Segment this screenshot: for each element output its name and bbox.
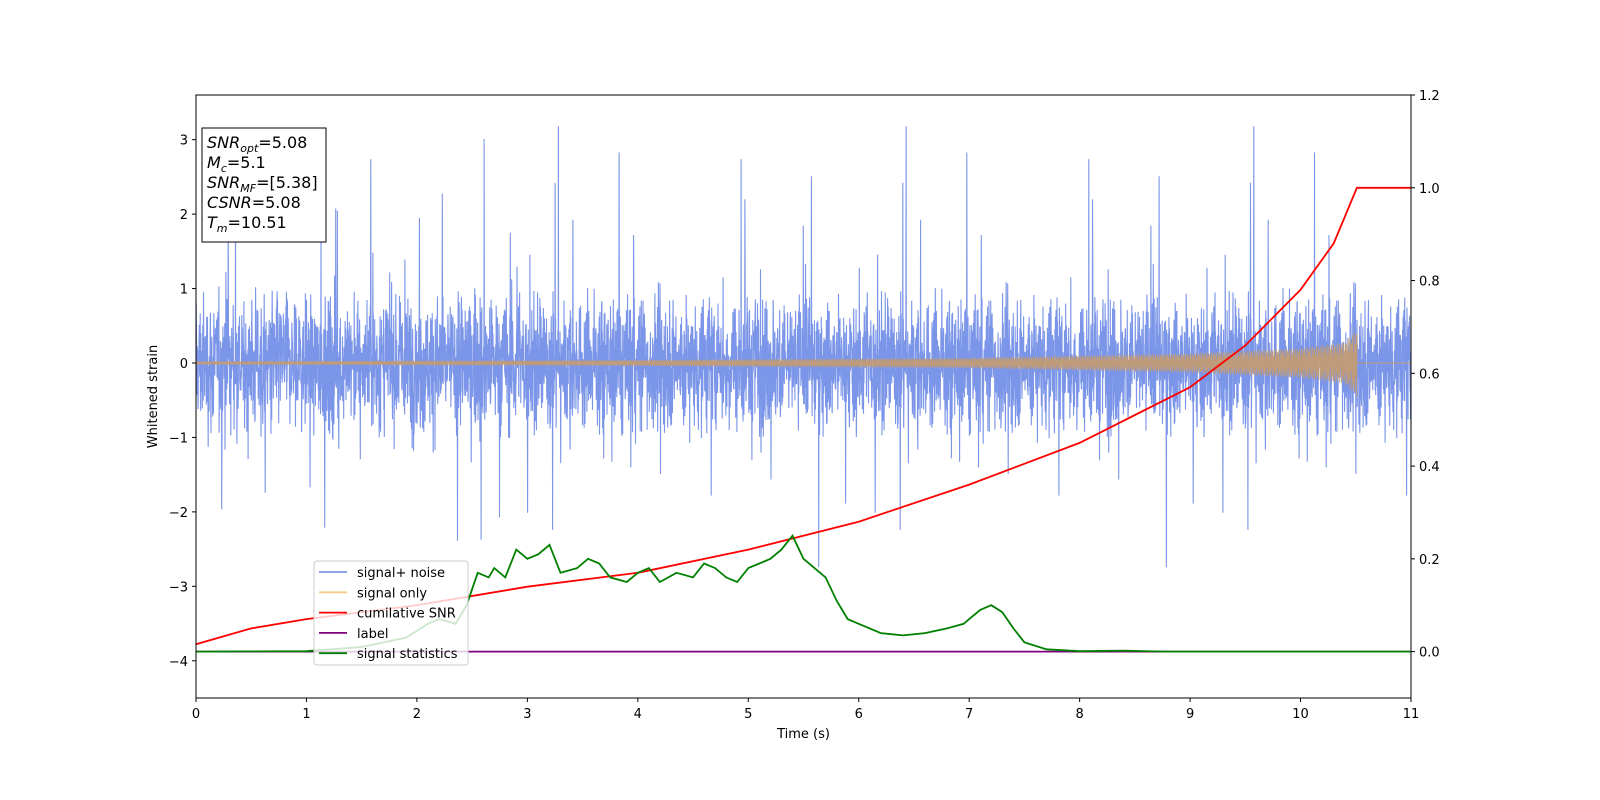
x-tick-label: 2 (413, 707, 421, 722)
y2-tick-label: 0.2 (1419, 553, 1440, 568)
info-box-line: SNRMF=[5.38] (207, 173, 318, 195)
y-tick-label: 2 (180, 208, 188, 223)
y-axis-right: 0.0 0.2 0.4 0.6 0.8 1.0 1.2 (1411, 89, 1440, 661)
x-tick-label: 0 (192, 707, 200, 722)
x-tick-label: 4 (634, 707, 642, 722)
y-tick-label: 3 (180, 134, 188, 149)
y2-tick-label: 1.2 (1419, 89, 1440, 104)
x-tick-label: 10 (1292, 707, 1309, 722)
info-box-frame (201, 127, 327, 243)
y-tick-label: 1 (180, 283, 188, 298)
x-tick-label: 5 (744, 707, 752, 722)
info-box-line: CSNR=5.08 (207, 193, 301, 212)
x-tick-label: 7 (965, 707, 973, 722)
legend-label: cumilative SNR (357, 607, 456, 622)
legend-item: signal only (319, 586, 427, 601)
info-box: SNRopt=5.08Mc=5.1SNRMF=[5.38]CSNR=5.08Tm… (201, 127, 327, 243)
x-tick-label: 8 (1075, 707, 1083, 722)
legend-item: signal+ noise (319, 566, 445, 581)
info-box-line: Mc=5.1 (207, 153, 266, 175)
legend-label: signal only (357, 586, 427, 601)
x-tick-label: 1 (302, 707, 310, 722)
y2-tick-label: 0.0 (1419, 646, 1440, 661)
y-tick-label: −1 (169, 431, 188, 446)
legend-item: signal statistics (319, 647, 458, 662)
y-tick-label: −4 (169, 655, 188, 670)
x-axis-label: Time (s) (776, 727, 830, 742)
legend-frame (313, 560, 469, 666)
y-tick-label: −3 (169, 580, 188, 595)
y2-tick-label: 0.6 (1419, 367, 1440, 382)
plot-frame (195, 94, 1412, 699)
legend-item: cumilative SNR (319, 607, 456, 622)
y-axis-label: Whitened strain (146, 345, 161, 448)
legend: signal+ noise signal only cumilative SNR la… (313, 560, 469, 666)
y-axis-left: −4 −3 −2 −1 0 1 2 3 (169, 134, 196, 670)
legend-label: label (357, 627, 388, 642)
legend-label: signal+ noise (357, 566, 445, 581)
x-tick-label: 11 (1403, 707, 1420, 722)
y-tick-label: 0 (180, 357, 188, 372)
y2-tick-label: 0.4 (1419, 460, 1440, 475)
x-tick-label: 9 (1186, 707, 1194, 722)
x-axis: 0 1 2 3 4 5 6 7 8 9 10 11 (192, 698, 1419, 722)
series-signal-only (196, 332, 1411, 397)
y2-tick-label: 1.0 (1419, 182, 1440, 197)
info-box-line: Tm=10.51 (207, 213, 287, 235)
info-box-line: SNRopt=5.08 (207, 133, 307, 155)
series-signal-statistics (196, 534, 1411, 653)
legend-label: signal statistics (357, 647, 458, 662)
y2-tick-label: 0.8 (1419, 275, 1440, 290)
x-tick-label: 6 (855, 707, 863, 722)
x-tick-label: 3 (523, 707, 531, 722)
y-tick-label: −2 (169, 506, 188, 521)
series-signal-noise (196, 126, 1411, 568)
legend-item: label (319, 627, 388, 642)
